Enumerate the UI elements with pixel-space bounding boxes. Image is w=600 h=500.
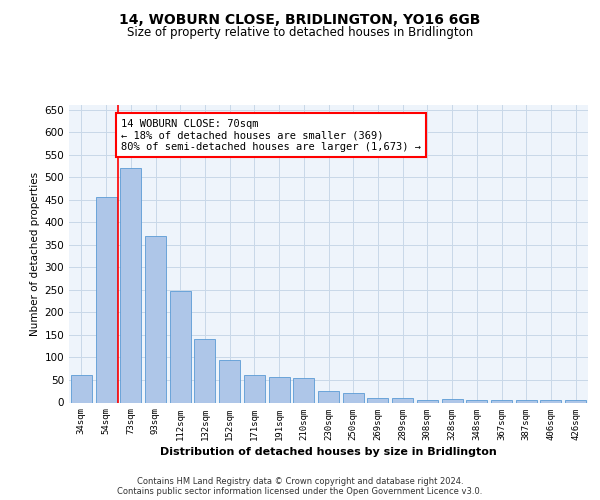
Bar [95, 196, 116, 402]
Bar [194, 340, 215, 402]
Bar [565, 400, 586, 402]
Bar [293, 378, 314, 402]
Y-axis label: Number of detached properties: Number of detached properties [30, 172, 40, 336]
Bar [343, 392, 364, 402]
Bar [367, 398, 388, 402]
Bar [120, 168, 141, 402]
Bar [269, 377, 290, 402]
Bar [466, 400, 487, 402]
Bar [244, 376, 265, 402]
Bar [170, 290, 191, 403]
Bar [71, 374, 92, 402]
Bar [417, 400, 438, 402]
Bar [516, 400, 537, 402]
Text: 14, WOBURN CLOSE, BRIDLINGTON, YO16 6GB: 14, WOBURN CLOSE, BRIDLINGTON, YO16 6GB [119, 12, 481, 26]
Bar [318, 391, 339, 402]
Bar [491, 400, 512, 402]
Text: Size of property relative to detached houses in Bridlington: Size of property relative to detached ho… [127, 26, 473, 39]
Bar [442, 400, 463, 402]
Bar [392, 398, 413, 402]
Text: 14 WOBURN CLOSE: 70sqm
← 18% of detached houses are smaller (369)
80% of semi-de: 14 WOBURN CLOSE: 70sqm ← 18% of detached… [121, 118, 421, 152]
Bar [541, 400, 562, 402]
X-axis label: Distribution of detached houses by size in Bridlington: Distribution of detached houses by size … [160, 446, 497, 456]
Bar [219, 360, 240, 403]
Text: Contains HM Land Registry data © Crown copyright and database right 2024.
Contai: Contains HM Land Registry data © Crown c… [118, 476, 482, 496]
Bar [145, 236, 166, 402]
